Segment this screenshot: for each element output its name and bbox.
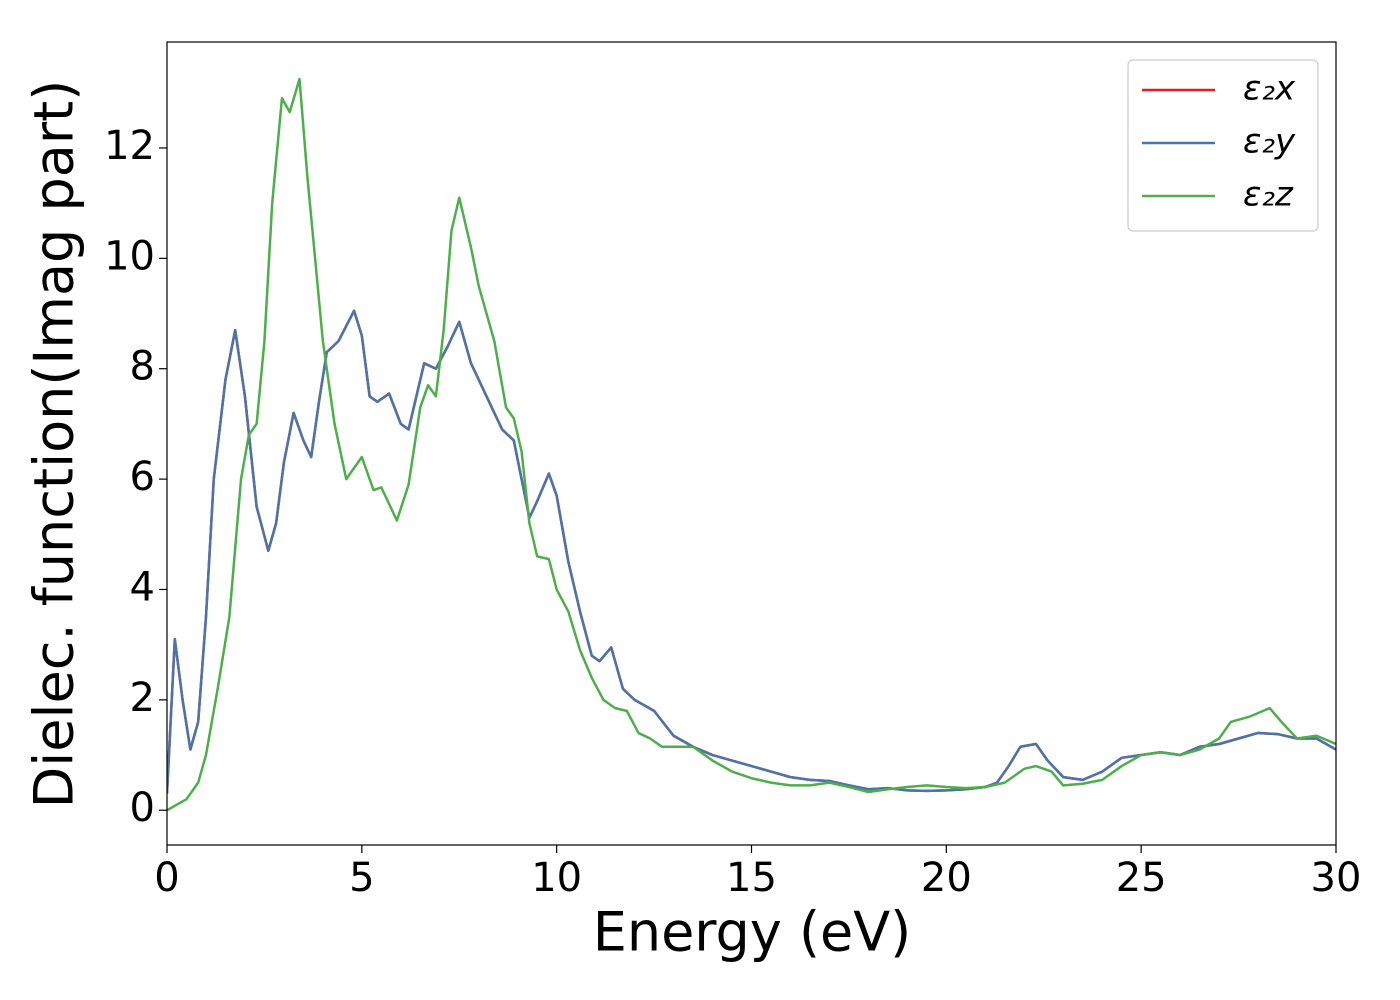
x-tick-label: 10 xyxy=(531,855,582,901)
y-tick-label: 8 xyxy=(130,344,155,390)
y-tick-label: 10 xyxy=(104,233,155,279)
x-tick-label: 5 xyxy=(349,855,374,901)
y-axis-label: Dielec. function(Imag part) xyxy=(23,80,86,809)
y-tick-label: 0 xyxy=(130,785,155,831)
line-series xyxy=(167,309,1336,794)
legend-label: ε₂z xyxy=(1243,175,1294,215)
legend-label: ε₂y xyxy=(1243,122,1296,162)
legend-box xyxy=(1127,59,1319,232)
line-series xyxy=(167,77,1336,812)
x-tick-label: 15 xyxy=(726,855,777,901)
y-tick-label: 6 xyxy=(130,454,155,500)
x-tick-label: 30 xyxy=(1311,855,1362,901)
x-tick-label: 20 xyxy=(921,855,972,901)
y-tick-label: 2 xyxy=(130,675,155,721)
legend-label: ε₂x xyxy=(1243,69,1296,109)
y-tick-label: 4 xyxy=(130,564,155,610)
plot-frame xyxy=(166,41,1337,846)
x-axis-label: Energy (eV) xyxy=(593,901,912,964)
x-tick-label: 25 xyxy=(1116,855,1167,901)
line-series xyxy=(167,309,1336,794)
y-tick-label: 12 xyxy=(104,123,155,169)
x-tick-label: 0 xyxy=(154,855,179,901)
